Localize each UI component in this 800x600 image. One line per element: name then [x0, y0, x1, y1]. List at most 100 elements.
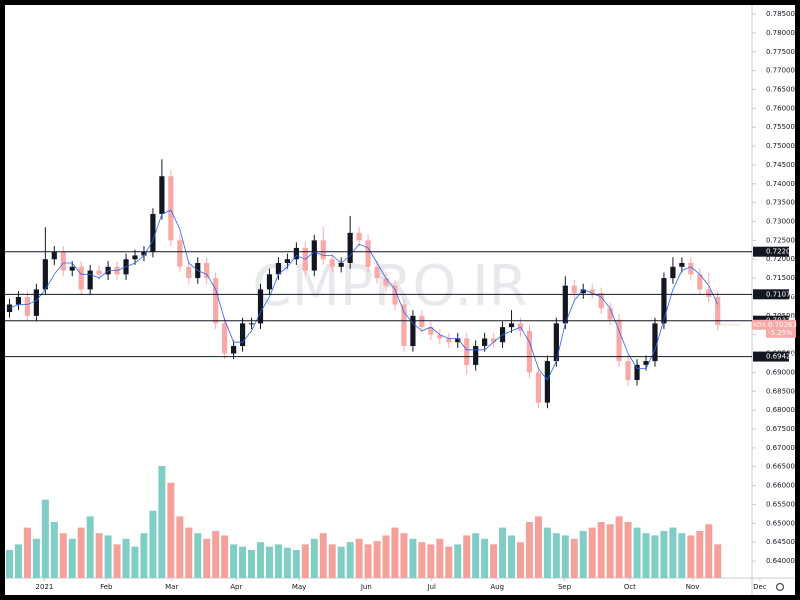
volume-bar [651, 535, 659, 578]
candle-body [168, 176, 174, 241]
candle-body [715, 296, 721, 325]
volume-bar [257, 542, 265, 578]
volume-bar [669, 527, 677, 578]
candle-body [401, 304, 407, 347]
volume-bar [561, 535, 569, 578]
x-tick-label: 2021 [36, 583, 54, 591]
x-tick-label: Dec [753, 583, 767, 591]
y-tick-label: 0.74500 [766, 161, 795, 169]
volume-bar [104, 535, 112, 578]
volume-bar [687, 535, 695, 578]
x-tick-label: Nov [686, 583, 700, 591]
volume-bar [95, 533, 103, 578]
candle-body [365, 240, 371, 267]
volume-bar [167, 482, 175, 578]
candle-body [293, 247, 299, 260]
y-tick-label: 0.74000 [766, 180, 795, 188]
volume-bar [427, 544, 435, 578]
candle-body [15, 296, 22, 305]
y-tick-label: 0.66500 [766, 463, 795, 471]
candle-body [33, 289, 39, 316]
candle-body [446, 338, 452, 343]
volume-bar [490, 544, 498, 578]
candle-body [589, 289, 595, 294]
volume-bar [149, 510, 157, 578]
volume-bar [337, 546, 345, 578]
y-tick-label: 0.68000 [766, 406, 795, 414]
watermark: CMPRO.IR [252, 254, 527, 319]
volume-bar [77, 527, 85, 578]
x-tick-label: Feb [100, 583, 113, 591]
x-tick-label: Sep [558, 583, 572, 591]
candle-body [544, 361, 550, 403]
volume-bar [346, 542, 354, 578]
volume-bar [32, 538, 40, 578]
volume-bar [597, 522, 605, 578]
last-price-label: 0.70263 [768, 321, 797, 329]
y-tick-label: 0.73500 [766, 199, 795, 207]
y-tick-label: 0.67000 [766, 444, 795, 452]
volume-bar [203, 538, 211, 578]
y-tick-label: 0.75500 [766, 123, 795, 131]
volume-bar [274, 544, 282, 578]
candle-body [51, 251, 57, 260]
x-tick-label: Jun [360, 583, 372, 591]
volume-bar [86, 516, 94, 578]
candle-body [679, 263, 685, 267]
y-tick-label: 0.69000 [766, 368, 795, 376]
candle-body [526, 330, 533, 373]
settings-icon[interactable] [775, 582, 785, 592]
volume-bar [248, 550, 256, 578]
candle-body [419, 315, 425, 328]
y-tick-label: 0.76000 [766, 104, 795, 112]
candle-body [347, 232, 353, 264]
volume-bar [633, 527, 641, 578]
volume-bar [391, 527, 399, 578]
candle-body [652, 323, 658, 362]
settings-gear[interactable] [775, 582, 785, 592]
candle-body [42, 259, 48, 290]
candle-body [284, 259, 291, 264]
level-label: 0.69420 [766, 353, 795, 361]
candle-body [239, 323, 246, 347]
y-tick-label: 0.64500 [766, 538, 795, 546]
volume-bar [239, 546, 247, 578]
volume-bar [445, 546, 453, 578]
y-tick-label: 0.78500 [766, 10, 795, 18]
candle-body [78, 266, 84, 290]
candle-body [706, 289, 712, 297]
candle-body [535, 372, 542, 403]
candle-body [464, 338, 470, 365]
y-tick-label: 0.71500 [766, 274, 795, 282]
volume-bar [588, 527, 596, 578]
volume-bar [221, 535, 229, 578]
candle-body [24, 296, 31, 316]
volume-bar [508, 535, 516, 578]
volume-bar [570, 538, 578, 578]
volume-bar [660, 530, 668, 578]
candle-body [482, 338, 488, 347]
y-tick-label: 0.65000 [766, 519, 795, 527]
volume-bar [158, 466, 166, 578]
volume-bar [606, 524, 614, 578]
y-tick-label: 0.73000 [766, 218, 795, 226]
y-tick-label: 0.77500 [766, 48, 795, 56]
candle-body [661, 278, 667, 324]
candle-body [338, 263, 344, 267]
volume-bar [472, 533, 480, 578]
candle-body [607, 308, 613, 320]
volume-bar [265, 546, 273, 578]
volume-bar [194, 533, 202, 578]
level-label-box [753, 351, 789, 362]
volume-bar [436, 538, 444, 578]
volume-bar [364, 544, 372, 578]
volume-bar [543, 527, 551, 578]
level-label-box [753, 246, 789, 257]
volume-bar [319, 533, 327, 578]
level-label-box [753, 289, 789, 300]
volume-bar [23, 527, 31, 578]
volume-bar [283, 547, 291, 578]
candle-body [490, 338, 497, 343]
volume-bar [454, 544, 462, 578]
